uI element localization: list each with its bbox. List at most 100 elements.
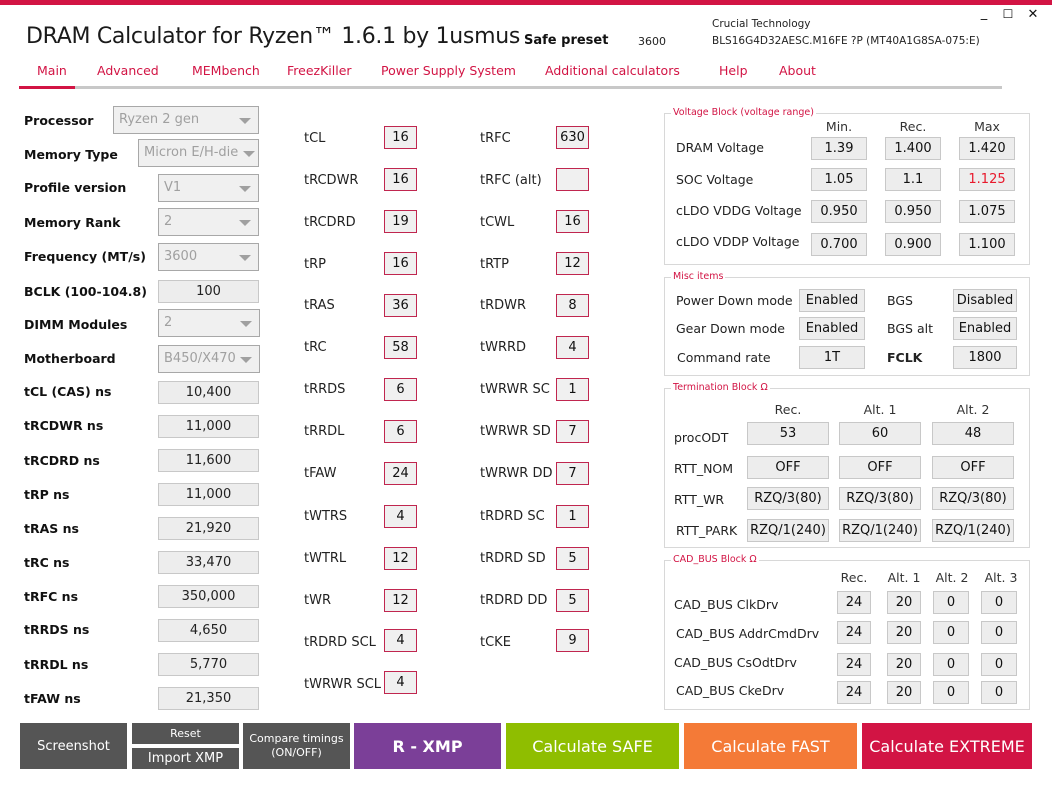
timing-trdrd-sd-input[interactable]: 5 (556, 547, 589, 570)
r-xmp-button[interactable]: R - XMP (354, 723, 501, 769)
timing-tcke-input[interactable]: 9 (556, 629, 589, 652)
timing-trp-input[interactable]: 16 (384, 252, 417, 275)
timing-trtp-input[interactable]: 12 (556, 252, 589, 275)
timing-twrwr-sd-input[interactable]: 7 (556, 420, 589, 443)
ns-value: 350,000 (158, 585, 259, 608)
tab-about[interactable]: About (779, 63, 816, 78)
column-header: Alt. 2 (935, 570, 969, 585)
timing-trfc-alt-input[interactable] (556, 168, 589, 191)
rtt-park-alt1: RZQ/1(240) (839, 519, 921, 542)
motherboard-dropdown[interactable]: B450/X470 (158, 345, 260, 373)
dram-voltage-rec: 1.400 (885, 137, 941, 160)
timing-label: tWRWR SD (480, 424, 551, 439)
timing-trrdl-input[interactable]: 6 (384, 420, 417, 443)
tab-main[interactable]: Main (37, 63, 67, 78)
timing-twtrl-input[interactable]: 12 (384, 547, 417, 570)
timing-label: tRP (304, 257, 326, 272)
ns-label: tCL (CAS) ns (24, 384, 112, 399)
ckedrv-alt3: 0 (981, 681, 1017, 704)
voltage-label: SOC Voltage (676, 172, 754, 187)
tab-advanced[interactable]: Advanced (97, 63, 159, 78)
tab-help[interactable]: Help (719, 63, 748, 78)
timing-tcl-input[interactable]: 16 (384, 126, 417, 149)
timing-twrrd-input[interactable]: 4 (556, 336, 589, 359)
import-xmp-button[interactable]: Import XMP (132, 748, 239, 769)
tab-additional-calculators[interactable]: Additional calculators (545, 63, 680, 78)
tab-freezkiller[interactable]: FreezKiller (287, 63, 352, 78)
ns-label: tFAW ns (24, 691, 81, 706)
timing-trcdrd-input[interactable]: 19 (384, 210, 417, 233)
timing-twrwr-scl-input[interactable]: 4 (384, 671, 417, 694)
vddg-voltage-max: 1.075 (959, 200, 1015, 223)
tab-power-supply-system[interactable]: Power Supply System (381, 63, 516, 78)
memory-rank-value: 2 (164, 214, 173, 229)
voltage-label: cLDO VDDP Voltage (676, 234, 800, 249)
processor-label: Processor (24, 113, 94, 128)
dimm-modules-dropdown[interactable]: 2 (158, 309, 260, 337)
compare-timings-button[interactable]: Compare timings (ON/OFF) (243, 723, 350, 769)
timing-tras-input[interactable]: 36 (384, 294, 417, 317)
termination-block-title: Termination Block Ω (671, 382, 770, 393)
termination-label: RTT_PARK (676, 523, 738, 538)
app-title: DRAM Calculator for Ryzen™ 1.6.1 by 1usm… (26, 24, 521, 49)
timing-label: tWR (304, 593, 331, 608)
processor-value: Ryzen 2 gen (119, 112, 200, 127)
timing-label: tRDRD SC (480, 509, 545, 524)
termination-label: procODT (674, 430, 729, 445)
timing-trdwr-input[interactable]: 8 (556, 294, 589, 317)
misc-items-block: Misc items Power Down mode Enabled BGS D… (664, 271, 1030, 376)
procodt-alt2: 48 (932, 422, 1014, 445)
timing-label: tWTRS (304, 509, 348, 524)
timing-twrwr-sc-input[interactable]: 1 (556, 378, 589, 401)
motherboard-label: Motherboard (24, 351, 116, 366)
chevron-down-icon (239, 186, 251, 192)
ns-value: 21,350 (158, 687, 259, 710)
ckedrv-alt1: 20 (887, 681, 921, 704)
ns-value: 11,000 (158, 415, 259, 438)
processor-dropdown[interactable]: Ryzen 2 gen (113, 106, 259, 134)
minimize-icon[interactable]: _ (980, 6, 988, 21)
frequency-dropdown[interactable]: 3600 (158, 243, 259, 271)
misc-items-title: Misc items (671, 271, 726, 282)
memory-type-dropdown[interactable]: Micron E/H-die (138, 139, 259, 167)
timing-tcwl-input[interactable]: 16 (556, 210, 589, 233)
csodtdrv-rec: 24 (837, 653, 871, 676)
timing-twrwr-dd-input[interactable]: 7 (556, 462, 589, 485)
timing-trcdwr-input[interactable]: 16 (384, 168, 417, 191)
dram-voltage-max: 1.420 (959, 137, 1015, 160)
timing-trdrd-sc-input[interactable]: 1 (556, 505, 589, 528)
ns-label: tRAS ns (24, 521, 79, 536)
close-icon[interactable]: ✕ (1027, 7, 1039, 22)
cad-bus-label: CAD_BUS CsOdtDrv (674, 655, 797, 670)
calculate-extreme-button[interactable]: Calculate EXTREME (862, 723, 1032, 769)
timing-tfaw-input[interactable]: 24 (384, 462, 417, 485)
ns-value: 10,400 (158, 381, 259, 404)
memory-rank-dropdown[interactable]: 2 (158, 208, 259, 236)
timing-twr-input[interactable]: 12 (384, 589, 417, 612)
timing-trc-input[interactable]: 58 (384, 336, 417, 359)
timing-trdrd-scl-input[interactable]: 4 (384, 629, 417, 652)
timing-label: tWTRL (304, 551, 347, 566)
ns-value: 5,770 (158, 653, 259, 676)
gear-down-mode-value: Enabled (799, 317, 865, 340)
vddp-voltage-rec: 0.900 (885, 233, 941, 256)
bclk-label: BCLK (100-104.8) (24, 284, 147, 299)
reset-button[interactable]: Reset (132, 723, 239, 744)
profile-version-dropdown[interactable]: V1 (158, 174, 259, 202)
screenshot-button[interactable]: Screenshot (20, 723, 127, 769)
profile-version-label: Profile version (24, 180, 127, 195)
clkdrv-alt3: 0 (981, 591, 1017, 614)
maximize-icon[interactable]: ☐ (1002, 7, 1014, 21)
tab-membench[interactable]: MEMbench (192, 63, 260, 78)
ns-value: 11,000 (158, 483, 259, 506)
timing-trrds-input[interactable]: 6 (384, 378, 417, 401)
calculate-safe-button[interactable]: Calculate SAFE (506, 723, 679, 769)
bclk-input[interactable]: 100 (158, 280, 259, 303)
timing-label: tRCDRD (304, 215, 356, 230)
ckedrv-rec: 24 (837, 681, 871, 704)
timing-trdrd-dd-input[interactable]: 5 (556, 589, 589, 612)
calculate-fast-button[interactable]: Calculate FAST (684, 723, 857, 769)
timing-trfc-input[interactable]: 630 (556, 126, 589, 149)
timing-twtrs-input[interactable]: 4 (384, 505, 417, 528)
cad-bus-block: CAD_BUS Block Ω Rec. Alt. 1 Alt. 2 Alt. … (664, 554, 1030, 710)
